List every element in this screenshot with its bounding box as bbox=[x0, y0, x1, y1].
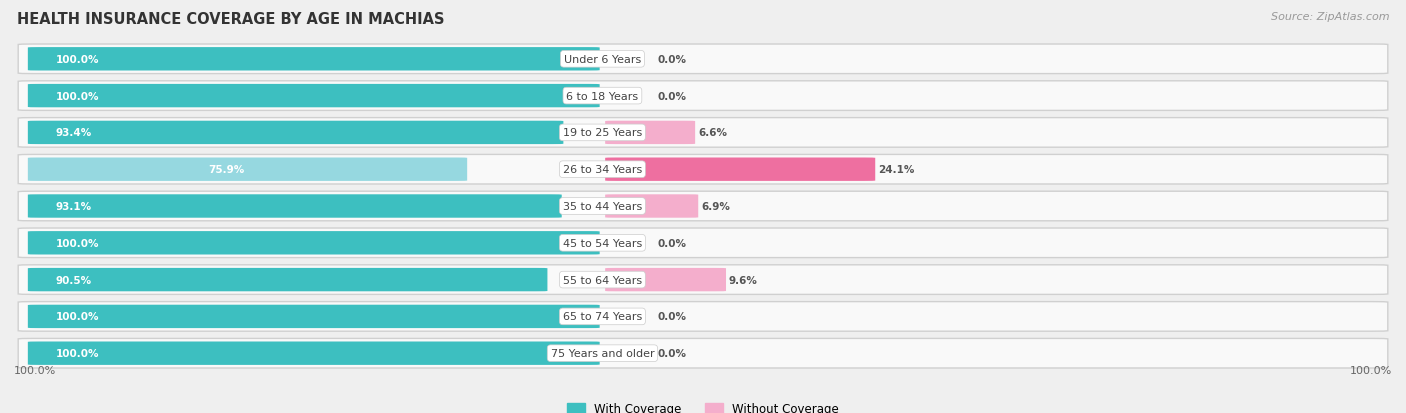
FancyBboxPatch shape bbox=[28, 305, 599, 328]
FancyBboxPatch shape bbox=[28, 342, 599, 365]
Text: 100.0%: 100.0% bbox=[1350, 366, 1392, 375]
Text: HEALTH INSURANCE COVERAGE BY AGE IN MACHIAS: HEALTH INSURANCE COVERAGE BY AGE IN MACH… bbox=[17, 12, 444, 27]
FancyBboxPatch shape bbox=[18, 82, 1388, 111]
FancyBboxPatch shape bbox=[18, 45, 1388, 74]
Text: 100.0%: 100.0% bbox=[55, 312, 98, 322]
Text: 6 to 18 Years: 6 to 18 Years bbox=[567, 91, 638, 101]
Text: 19 to 25 Years: 19 to 25 Years bbox=[562, 128, 643, 138]
Text: 100.0%: 100.0% bbox=[55, 91, 98, 101]
Text: 45 to 54 Years: 45 to 54 Years bbox=[562, 238, 643, 248]
Text: Under 6 Years: Under 6 Years bbox=[564, 55, 641, 65]
FancyBboxPatch shape bbox=[18, 118, 1388, 148]
Text: 0.0%: 0.0% bbox=[658, 348, 686, 358]
FancyBboxPatch shape bbox=[28, 121, 564, 145]
FancyBboxPatch shape bbox=[28, 232, 599, 255]
Text: 0.0%: 0.0% bbox=[658, 55, 686, 65]
Text: 0.0%: 0.0% bbox=[658, 238, 686, 248]
FancyBboxPatch shape bbox=[28, 85, 599, 108]
Text: 6.6%: 6.6% bbox=[697, 128, 727, 138]
FancyBboxPatch shape bbox=[605, 268, 725, 292]
Text: 100.0%: 100.0% bbox=[55, 238, 98, 248]
Text: 100.0%: 100.0% bbox=[55, 55, 98, 65]
FancyBboxPatch shape bbox=[28, 158, 467, 181]
FancyBboxPatch shape bbox=[18, 302, 1388, 331]
Text: 9.6%: 9.6% bbox=[728, 275, 758, 285]
Text: 93.1%: 93.1% bbox=[55, 202, 91, 211]
FancyBboxPatch shape bbox=[18, 265, 1388, 295]
FancyBboxPatch shape bbox=[605, 121, 695, 145]
Text: 75.9%: 75.9% bbox=[208, 165, 245, 175]
Text: 24.1%: 24.1% bbox=[877, 165, 914, 175]
Text: Source: ZipAtlas.com: Source: ZipAtlas.com bbox=[1271, 12, 1389, 22]
FancyBboxPatch shape bbox=[18, 155, 1388, 185]
Text: 55 to 64 Years: 55 to 64 Years bbox=[562, 275, 643, 285]
Text: 0.0%: 0.0% bbox=[658, 91, 686, 101]
Text: 26 to 34 Years: 26 to 34 Years bbox=[562, 165, 643, 175]
FancyBboxPatch shape bbox=[28, 195, 562, 218]
FancyBboxPatch shape bbox=[28, 268, 547, 292]
FancyBboxPatch shape bbox=[605, 158, 875, 181]
Text: 100.0%: 100.0% bbox=[14, 366, 56, 375]
FancyBboxPatch shape bbox=[18, 192, 1388, 221]
Text: 93.4%: 93.4% bbox=[55, 128, 91, 138]
Text: 75 Years and older: 75 Years and older bbox=[551, 348, 654, 358]
FancyBboxPatch shape bbox=[18, 339, 1388, 368]
FancyBboxPatch shape bbox=[605, 195, 699, 218]
FancyBboxPatch shape bbox=[28, 48, 599, 71]
Text: 6.9%: 6.9% bbox=[702, 202, 730, 211]
Legend: With Coverage, Without Coverage: With Coverage, Without Coverage bbox=[567, 402, 839, 413]
Text: 35 to 44 Years: 35 to 44 Years bbox=[562, 202, 643, 211]
Text: 0.0%: 0.0% bbox=[658, 312, 686, 322]
Text: 65 to 74 Years: 65 to 74 Years bbox=[562, 312, 643, 322]
Text: 90.5%: 90.5% bbox=[55, 275, 91, 285]
FancyBboxPatch shape bbox=[18, 228, 1388, 258]
Text: 100.0%: 100.0% bbox=[55, 348, 98, 358]
